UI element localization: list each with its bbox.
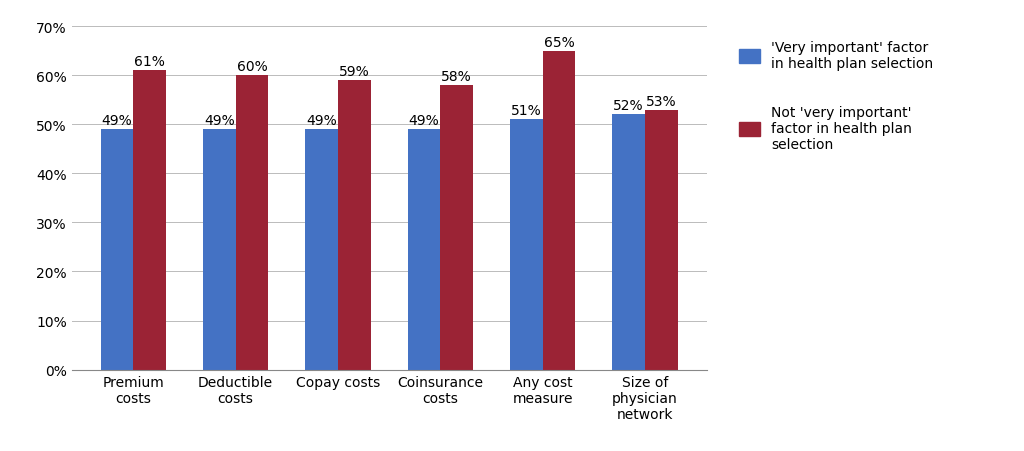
Bar (645, 110, 678, 370)
Text: 51%: 51% (511, 104, 542, 118)
Bar (305, 130, 338, 370)
Text: 60%: 60% (237, 60, 267, 74)
Text: 49%: 49% (204, 114, 234, 128)
Legend: 'Very important' factor
in health plan selection, Not 'very important'
factor in: 'Very important' factor in health plan s… (739, 41, 933, 152)
Text: 65%: 65% (544, 36, 574, 50)
Text: 49%: 49% (306, 114, 337, 128)
Bar (408, 130, 440, 370)
Bar (236, 76, 268, 370)
Bar (338, 81, 371, 370)
Text: 59%: 59% (339, 65, 370, 79)
Bar (510, 120, 543, 370)
Bar (203, 130, 236, 370)
Text: 49%: 49% (409, 114, 439, 128)
Text: 61%: 61% (134, 55, 165, 69)
Text: 52%: 52% (613, 99, 644, 113)
Text: 58%: 58% (441, 70, 472, 84)
Bar (543, 51, 575, 370)
Bar (100, 130, 133, 370)
Text: 49%: 49% (101, 114, 132, 128)
Text: 53%: 53% (646, 94, 677, 108)
Bar (133, 71, 166, 370)
Bar (612, 115, 645, 370)
Bar (440, 86, 473, 370)
